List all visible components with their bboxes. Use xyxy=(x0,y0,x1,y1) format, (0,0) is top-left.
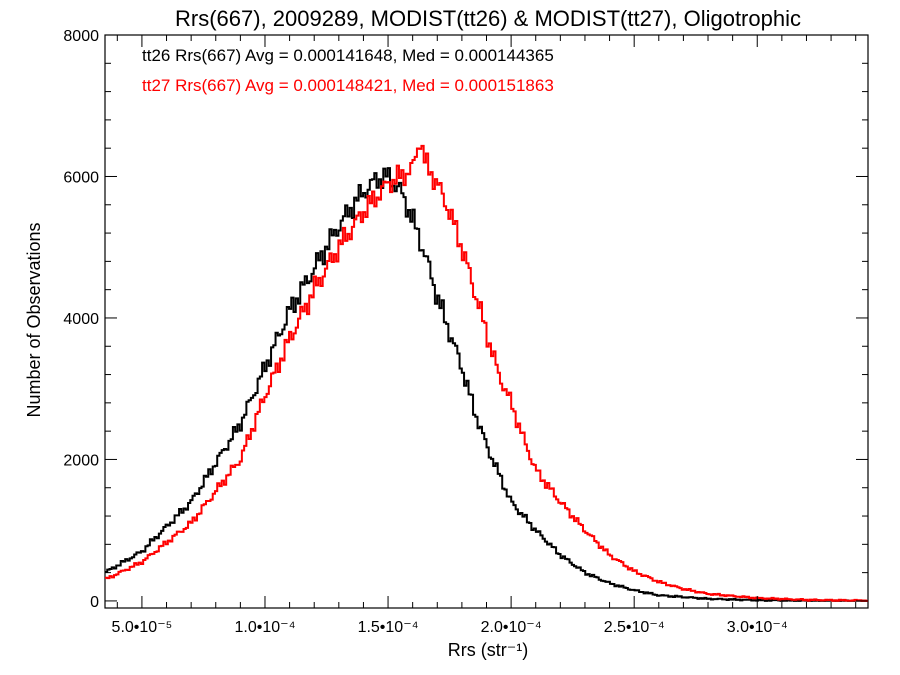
y-axis-label: Number of Observations xyxy=(24,222,44,417)
chart-title: Rrs(667), 2009289, MODIST(tt26) & MODIST… xyxy=(175,6,801,31)
x-tick-label: 3.0•10⁻⁴ xyxy=(727,619,788,636)
series-layer xyxy=(105,144,868,602)
y-tick-label: 6000 xyxy=(63,169,99,186)
annotation-1: tt26 Rrs(667) Avg = 0.000141648, Med = 0… xyxy=(142,46,554,65)
plot-area xyxy=(104,34,869,609)
x-tick-label: 1.5•10⁻⁴ xyxy=(358,619,419,636)
x-tick-label: 2.0•10⁻⁴ xyxy=(481,619,542,636)
annotation-2: tt27 Rrs(667) Avg = 0.000148421, Med = 0… xyxy=(142,76,554,95)
plot-frame xyxy=(104,34,869,609)
y-tick-label: 8000 xyxy=(63,28,99,45)
x-tick-label: 5.0•10⁻⁵ xyxy=(112,619,173,636)
y-tick-label: 2000 xyxy=(63,452,99,469)
annotations-layer: tt26 Rrs(667) Avg = 0.000141648, Med = 0… xyxy=(142,46,554,95)
x-tick-label: 1.0•10⁻⁴ xyxy=(234,619,295,636)
series-tt27-line xyxy=(105,144,868,602)
series-tt26-line xyxy=(105,167,868,602)
y-tick-label: 0 xyxy=(90,594,99,611)
y-tick-label: 4000 xyxy=(63,311,99,328)
x-tick-label: 2.5•10⁻⁴ xyxy=(604,619,665,636)
x-axis-label: Rrs (str⁻¹) xyxy=(448,640,528,660)
ticks-layer: 0 2000 4000 6000 8000 5.0•10⁻⁵ 1.0•10⁻⁴ 1.5•10⁻… xyxy=(63,28,868,636)
